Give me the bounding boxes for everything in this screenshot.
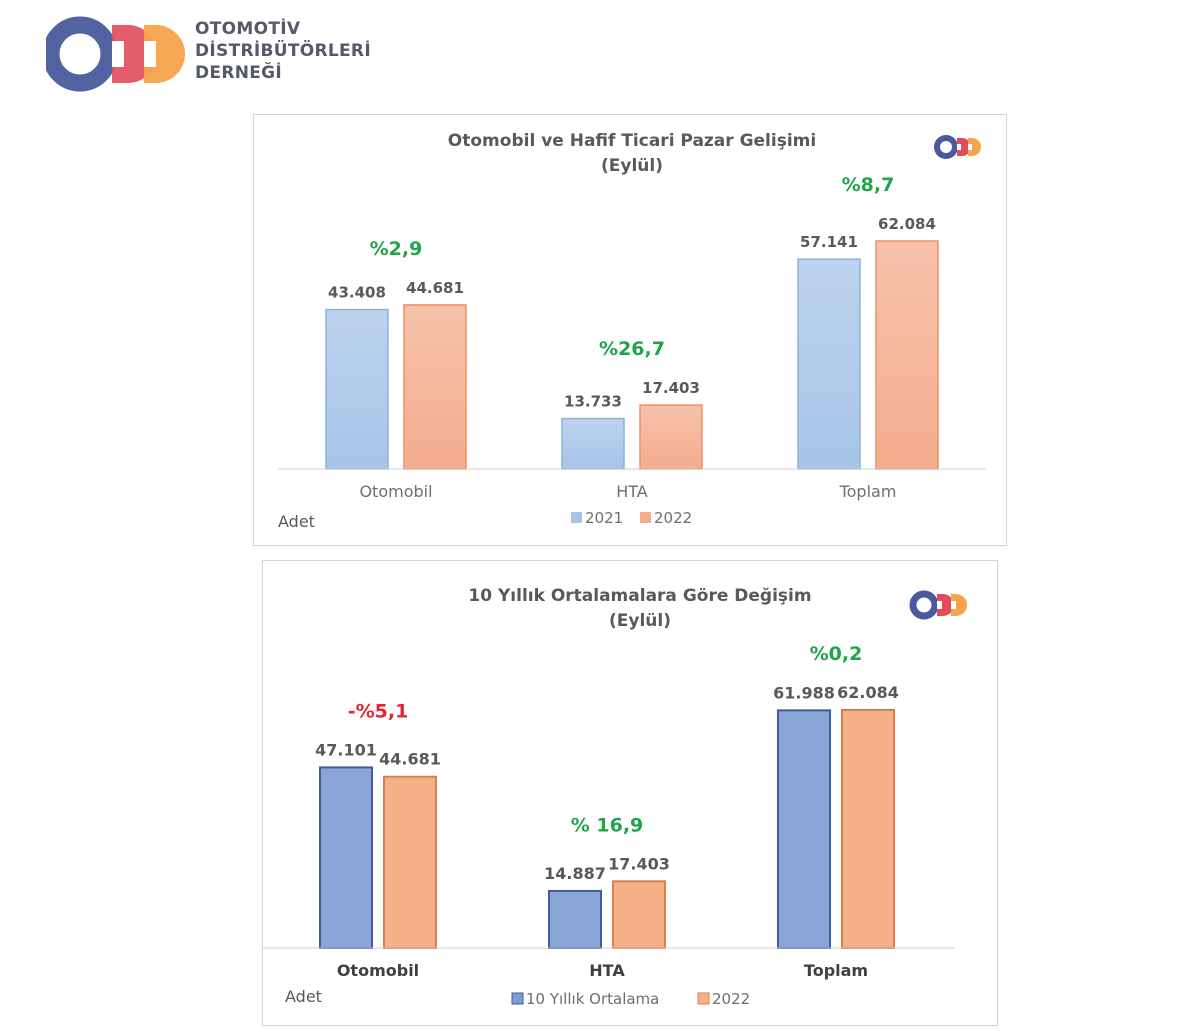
legend: 2021 2022 xyxy=(571,509,692,527)
unit-label: Adet xyxy=(285,987,322,1006)
data-label-hta-2021: 13.733 xyxy=(564,393,622,411)
data-label-otomobil-10-y-ll-k-ortalama: 47.101 xyxy=(315,740,377,759)
category-label-toplam: Toplam xyxy=(804,961,868,980)
unit-label: Adet xyxy=(278,512,315,531)
data-label-hta-10-y-ll-k-ortalama: 14.887 xyxy=(544,864,606,883)
category-label-toplam: Toplam xyxy=(839,482,897,501)
oda-mini-logo-icon xyxy=(909,590,967,620)
chart-title: Otomobil ve Hafif Ticari Pazar Gelişimi xyxy=(448,131,816,151)
legend-swatch-2022 xyxy=(697,992,710,1005)
market-development-chart-panel: Otomobil ve Hafif Ticari Pazar Gelişimi … xyxy=(253,114,1007,546)
change-label-otomobil: -%5,1 xyxy=(348,700,409,722)
data-label-toplam-10-y-ll-k-ortalama: 61.988 xyxy=(773,683,835,702)
legend-swatch-10-year-average xyxy=(511,992,524,1005)
change-label-otomobil: %2,9 xyxy=(370,238,423,260)
market-development-chart: Otomobil ve Hafif Ticari Pazar Gelişimi … xyxy=(278,131,986,531)
brand-name-line-3: DERNEĞİ xyxy=(195,63,283,83)
bar-otomobil-2022 xyxy=(383,775,437,949)
category-label-hta: HTA xyxy=(616,482,648,501)
brand-name-line-1: OTOMOTİV xyxy=(195,19,301,39)
change-label-hta: % 16,9 xyxy=(571,814,644,836)
change-label-hta: %26,7 xyxy=(599,338,665,360)
legend-label-10-year-average: 10 Yıllık Ortalama xyxy=(526,990,659,1008)
bar-toplam-2022 xyxy=(841,709,895,949)
data-label-otomobil-2022: 44.681 xyxy=(406,279,464,297)
legend-swatch-2021 xyxy=(571,512,582,523)
brand-header: OTOMOTİV DİSTRİBÜTÖRLERİ DERNEĞİ xyxy=(42,14,376,94)
category-label-otomobil: Otomobil xyxy=(359,482,432,501)
category-label-otomobil: Otomobil xyxy=(337,961,419,980)
ten-year-average-chart-panel: 10 Yıllık Ortalamalara Göre Değişim (Eyl… xyxy=(262,560,998,1026)
legend: 10 Yıllık Ortalama 2022 xyxy=(511,990,750,1008)
ten-year-average-chart: 10 Yıllık Ortalamalara Göre Değişim (Eyl… xyxy=(263,586,967,1008)
bar-toplam-2022 xyxy=(875,240,939,470)
legend-label-2021: 2021 xyxy=(585,509,623,527)
oda-mini-logo-icon xyxy=(934,135,981,159)
change-label-toplam: %8,7 xyxy=(842,174,895,196)
category-label-hta: HTA xyxy=(589,961,625,980)
data-label-otomobil-2021: 43.408 xyxy=(328,284,386,302)
bar-hta-2022 xyxy=(639,404,703,470)
chart-subtitle: (Eylül) xyxy=(609,611,671,631)
bar-otomobil-2022 xyxy=(403,304,467,470)
legend-swatch-2022 xyxy=(640,512,651,523)
bar-otomobil-2021 xyxy=(325,308,389,470)
data-label-hta-2022: 17.403 xyxy=(642,379,700,397)
bar-hta-2022 xyxy=(612,880,666,949)
data-label-toplam-2022: 62.084 xyxy=(878,215,936,233)
bar-hta-10-y-ll-k-ortalama xyxy=(548,889,602,949)
data-label-toplam-2021: 57.141 xyxy=(800,233,858,251)
data-label-otomobil-2022: 44.681 xyxy=(379,750,441,769)
brand-name-line-2: DİSTRİBÜTÖRLERİ xyxy=(195,41,371,61)
bar-otomobil-10-y-ll-k-ortalama xyxy=(319,766,373,949)
chart-subtitle: (Eylül) xyxy=(601,156,663,176)
bar-hta-2021 xyxy=(561,417,625,470)
legend-label-2022: 2022 xyxy=(712,990,750,1008)
oda-logo-icon xyxy=(42,16,185,92)
bar-toplam-10-y-ll-k-ortalama xyxy=(777,709,831,949)
bar-toplam-2021 xyxy=(797,258,861,470)
data-label-toplam-2022: 62.084 xyxy=(837,683,899,702)
brand-name: OTOMOTİV DİSTRİBÜTÖRLERİ DERNEĞİ xyxy=(195,18,371,84)
chart-title: 10 Yıllık Ortalamalara Göre Değişim xyxy=(468,586,811,606)
legend-label-2022: 2022 xyxy=(654,509,692,527)
change-label-toplam: %0,2 xyxy=(810,643,863,665)
data-label-hta-2022: 17.403 xyxy=(608,854,670,873)
